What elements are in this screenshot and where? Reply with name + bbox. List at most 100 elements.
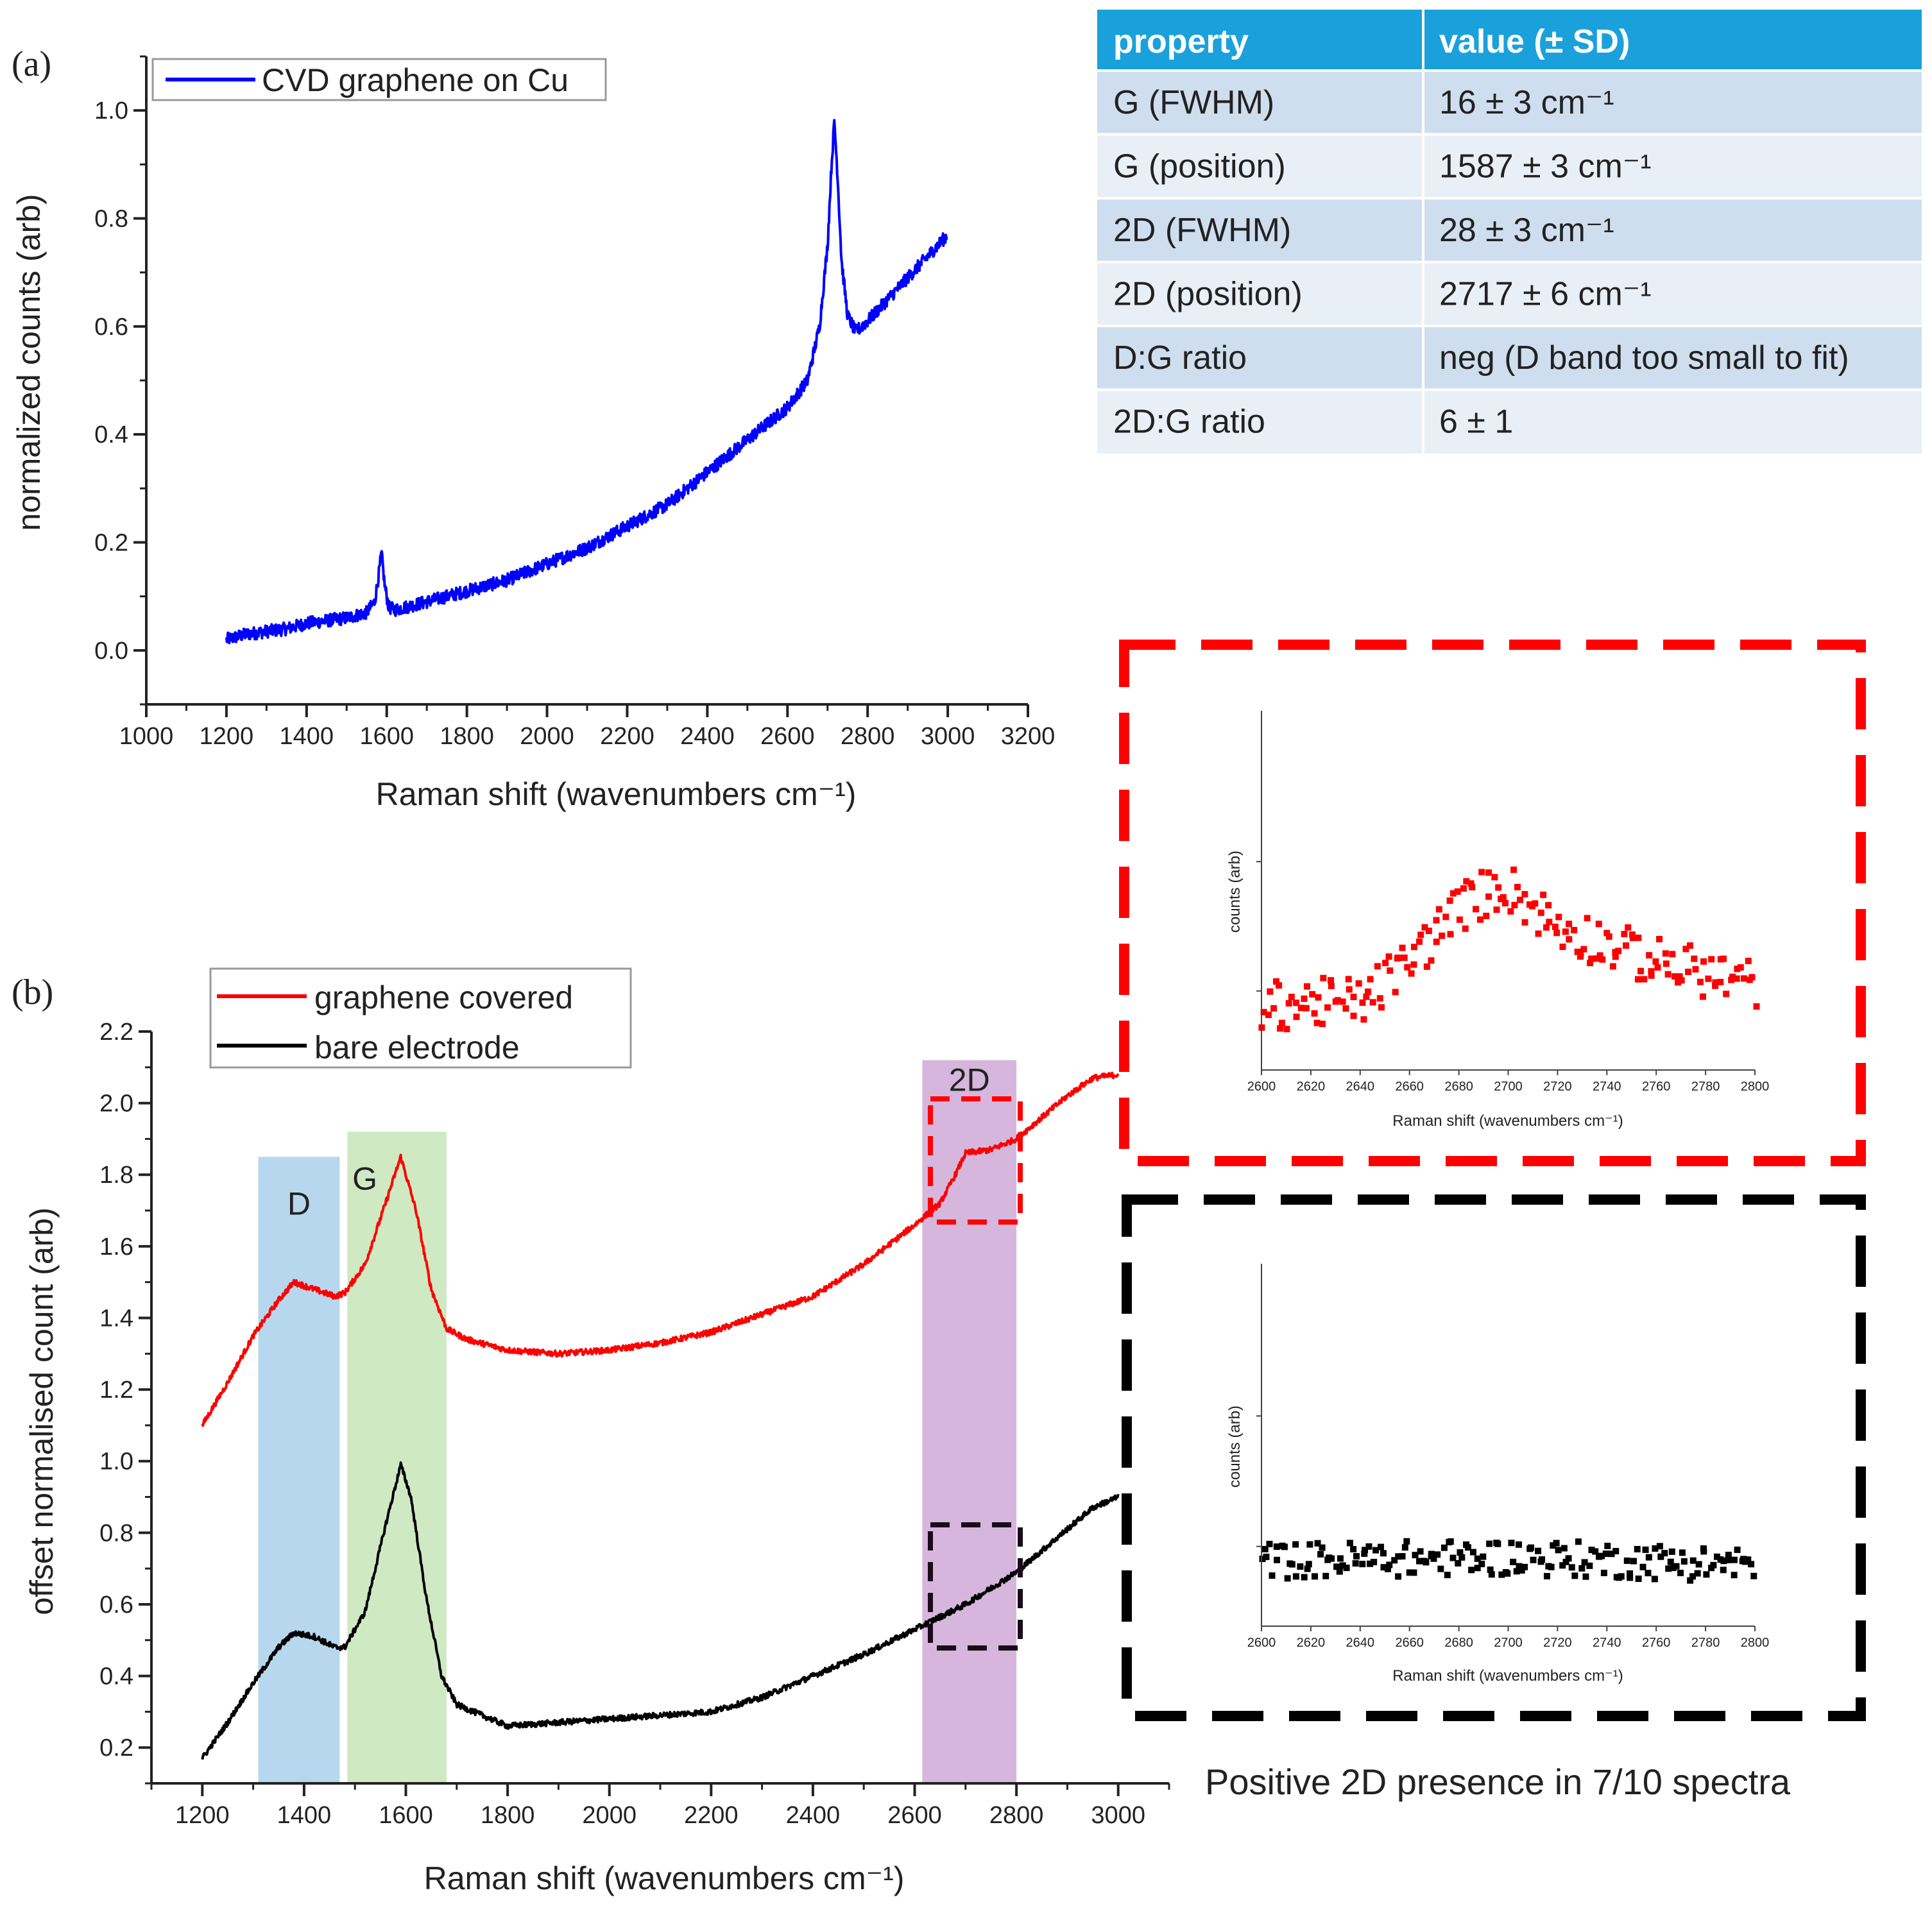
inset-x-tick-label: 2700	[1494, 1080, 1523, 1094]
scatter-point	[1410, 944, 1417, 951]
scatter-point	[1474, 1565, 1481, 1572]
scatter-point	[1320, 974, 1327, 981]
scatter-point	[1476, 916, 1483, 923]
scatter-point	[1627, 1574, 1634, 1581]
chart-a-legend: CVD graphene on Cu	[151, 58, 607, 101]
scatter-point	[1382, 960, 1389, 967]
scatter-point	[1673, 1563, 1680, 1570]
scatter-point	[1652, 958, 1659, 965]
scatter-point	[1430, 1555, 1437, 1562]
scatter-point	[1540, 891, 1547, 898]
scatter-point	[1288, 1561, 1295, 1568]
inset-x-tick-label: 2600	[1247, 1636, 1276, 1650]
scatter-point	[1668, 1548, 1675, 1555]
scatter-point	[1689, 1557, 1697, 1564]
scatter-point	[1588, 955, 1595, 962]
scatter-point	[1387, 967, 1394, 974]
scatter-point	[1483, 912, 1490, 919]
scatter-point	[1467, 880, 1475, 887]
inset-x-tick-label: 2700	[1494, 1636, 1523, 1650]
scatter-point	[1621, 931, 1628, 938]
table-row	[1097, 389, 1922, 454]
scatter-point	[1440, 1544, 1448, 1551]
scatter-point	[1309, 990, 1316, 998]
inset-x-tick-label: 2680	[1444, 1636, 1473, 1650]
series-bare-electrode	[201, 1461, 1120, 1760]
scatter-point	[1474, 1555, 1481, 1562]
y-tick-label: 0.6	[94, 314, 128, 341]
scatter-point	[1272, 978, 1279, 985]
table-cell-value: 28 ± 3 cm⁻¹	[1439, 212, 1614, 249]
scatter-point	[1327, 977, 1334, 984]
table-row	[1097, 134, 1922, 198]
scatter-point	[1378, 1004, 1385, 1011]
scatter-point	[1637, 967, 1645, 974]
band-2d	[922, 1060, 1017, 1783]
scatter-point	[1485, 869, 1492, 876]
scatter-point	[1648, 972, 1655, 979]
scatter-point	[1319, 1544, 1326, 1551]
y-tick-label: 1.4	[99, 1305, 133, 1332]
band-label-g: G	[352, 1160, 377, 1196]
inset-x-tick-label: 2720	[1543, 1636, 1572, 1650]
scatter-point	[1548, 1563, 1555, 1570]
x-tick-label: 2200	[684, 1802, 739, 1829]
scatter-point	[1435, 906, 1442, 913]
scatter-point	[1599, 956, 1606, 963]
table-row	[1097, 262, 1922, 326]
scatter-point	[1695, 1561, 1702, 1568]
band-d	[258, 1157, 340, 1783]
scatter-point	[1297, 1005, 1304, 1012]
scatter-point	[1469, 1549, 1476, 1556]
band-g	[347, 1132, 447, 1783]
scatter-point	[1404, 964, 1411, 971]
scatter-point	[1417, 1548, 1424, 1555]
table-cell-property: 2D:G ratio	[1113, 403, 1265, 441]
scatter-point	[1259, 1556, 1266, 1563]
scatter-point	[1457, 1549, 1464, 1556]
scatter-point	[1510, 866, 1517, 873]
scatter-point	[1343, 1565, 1350, 1572]
scatter-point	[1571, 1572, 1578, 1579]
scatter-point	[1517, 896, 1524, 903]
properties-table: property value (± SD) G (FWHM) 16 ± 3 cm⁻…	[1097, 10, 1922, 454]
scatter-point	[1562, 1558, 1569, 1565]
scatter-point	[1552, 923, 1559, 930]
x-tick-label: 2000	[582, 1802, 637, 1829]
scatter-point	[1292, 1541, 1299, 1548]
scatter-point	[1442, 913, 1449, 921]
scatter-point	[1712, 982, 1719, 989]
scatter-point	[1425, 928, 1432, 935]
scatter-point	[1278, 1019, 1285, 1026]
scatter-point	[1468, 1567, 1475, 1574]
panel-label-b: (b)	[12, 972, 53, 1012]
x-tick-label: 1400	[277, 1802, 332, 1829]
scatter-point	[1559, 943, 1566, 950]
scatter-point	[1615, 947, 1622, 955]
scatter-point	[1676, 973, 1683, 980]
scatter-point	[1353, 1553, 1360, 1560]
scatter-point	[1677, 1570, 1684, 1577]
scatter-point	[1665, 1565, 1672, 1572]
scatter-point	[1478, 1561, 1485, 1568]
scatter-point	[1360, 1016, 1367, 1023]
scatter-point	[1412, 1552, 1419, 1559]
scatter-point	[1270, 1005, 1278, 1012]
scatter-point	[1359, 999, 1366, 1006]
inset-x-tick-label: 2600	[1247, 1080, 1276, 1094]
scatter-point	[1365, 988, 1372, 995]
scatter-point	[1416, 938, 1423, 945]
scatter-point	[1283, 1026, 1290, 1033]
table-cell-property: G (FWHM)	[1113, 84, 1274, 121]
scatter-point	[1494, 1540, 1501, 1547]
scatter-point	[1346, 986, 1353, 993]
scatter-point	[1408, 970, 1415, 977]
scatter-point	[1273, 1543, 1280, 1550]
inset-x-tick-label: 2740	[1593, 1080, 1621, 1094]
scatter-point	[1306, 1541, 1313, 1548]
inset-red-frame	[1119, 640, 1866, 1166]
y-tick-label: 1.6	[99, 1234, 133, 1261]
scatter-point	[1629, 931, 1636, 938]
scatter-point	[1708, 956, 1715, 963]
scatter-point	[1535, 930, 1542, 937]
